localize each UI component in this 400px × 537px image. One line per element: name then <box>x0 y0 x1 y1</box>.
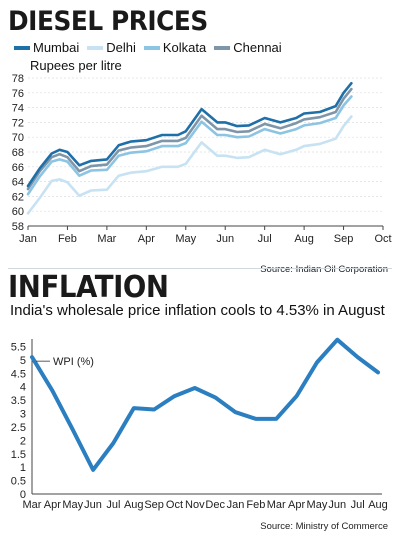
inflation-annotation-label: WPI (%) <box>53 356 94 368</box>
inflation-subtitle: India's wholesale price inflation cools … <box>10 302 385 319</box>
inflation-series-line-wpi <box>30 337 380 472</box>
diesel-xtick-label: Jan <box>19 233 37 245</box>
diesel-xtick-label: Feb <box>58 233 77 245</box>
diesel-ytick-label: 66 <box>12 162 24 174</box>
diesel-xtick-label: Oct <box>374 233 391 245</box>
inflation-xtick-label: Aug <box>124 499 144 511</box>
diesel-ytick-label: 76 <box>12 88 24 100</box>
legend-item-mumbai: Mumbai <box>14 40 79 55</box>
inflation-ytick-label: 4 <box>20 382 26 394</box>
inflation-xtick-label: Sep <box>144 499 164 511</box>
inflation-ytick-label: 2 <box>20 435 26 447</box>
inflation-xtick-label: Oct <box>166 499 183 511</box>
inflation-ytick-label: 4.5 <box>11 368 26 380</box>
diesel-ytick-label: 74 <box>12 103 24 115</box>
inflation-xtick-label: Jun <box>84 499 102 511</box>
inflation-ytick-label: 0.5 <box>11 476 26 488</box>
diesel-xtick-label: Sep <box>334 233 354 245</box>
inflation-xtick-label: Jul <box>351 499 365 511</box>
diesel-ytick-label: 62 <box>12 191 24 203</box>
legend-swatch-mumbai <box>14 45 30 50</box>
diesel-ytick-label: 64 <box>12 177 24 189</box>
inflation-xtick-label: Apr <box>288 499 305 511</box>
legend-item-delhi: Delhi <box>87 40 136 55</box>
diesel-ytick-label: 60 <box>12 206 24 218</box>
inflation-ytick-label: 5 <box>20 355 26 367</box>
legend-label-kolkata: Kolkata <box>162 40 207 55</box>
diesel-xtick-label: Mar <box>97 233 116 245</box>
diesel-ytick-label: 58 <box>12 221 24 233</box>
diesel-plot <box>26 77 384 230</box>
diesel-xtick-label: May <box>175 233 196 245</box>
inflation-xtick-label: Feb <box>246 499 265 511</box>
inflation-plot: WPI (%) <box>30 337 382 495</box>
diesel-ytick-label: 78 <box>12 73 24 85</box>
inflation-source: Source: Ministry of Commerce <box>260 521 388 532</box>
diesel-chart-title: DIESEL PRICES <box>8 6 208 37</box>
diesel-ytick-label: 70 <box>12 132 24 144</box>
inflation-xtick-label: May <box>62 499 83 511</box>
diesel-xtick-label: Jul <box>258 233 272 245</box>
diesel-series-line-mumbai <box>26 81 353 188</box>
diesel-ytick-label: 72 <box>12 117 24 129</box>
legend-label-delhi: Delhi <box>106 40 136 55</box>
diesel-ytick-label: 68 <box>12 147 24 159</box>
diesel-xtick-label: Apr <box>138 233 155 245</box>
diesel-series-line-delhi <box>26 115 353 215</box>
diesel-series-line-kolkata <box>26 95 353 196</box>
diesel-xtick-label: Aug <box>294 233 314 245</box>
inflation-ytick-label: 2.5 <box>11 422 26 434</box>
diesel-unit-label: Rupees per litre <box>30 58 122 73</box>
inflation-chart-title: INFLATION <box>8 270 169 305</box>
diesel-legend: Mumbai Delhi Kolkata Chennai <box>14 40 282 55</box>
diesel-xtick-label: Jun <box>216 233 234 245</box>
legend-swatch-kolkata <box>143 45 160 50</box>
inflation-xtick-label: Dec <box>205 499 225 511</box>
legend-label-chennai: Chennai <box>233 40 282 55</box>
legend-swatch-delhi <box>87 45 104 50</box>
diesel-series-line-chennai <box>26 87 353 191</box>
diesel-source: Source: Indian Oil Corporation <box>260 264 388 275</box>
inflation-xtick-label: Jan <box>227 499 245 511</box>
inflation-ytick-label: 1 <box>20 462 26 474</box>
inflation-ytick-label: 5.5 <box>11 341 26 353</box>
inflation-xtick-label: May <box>307 499 328 511</box>
inflation-xtick-label: Aug <box>368 499 388 511</box>
section-divider <box>8 268 392 269</box>
inflation-xtick-label: Mar <box>23 499 42 511</box>
inflation-xtick-label: Nov <box>185 499 205 511</box>
legend-swatch-chennai <box>214 45 231 50</box>
inflation-xtick-label: Jun <box>328 499 346 511</box>
legend-label-mumbai: Mumbai <box>33 40 80 55</box>
inflation-ytick-label: 0 <box>20 489 26 501</box>
inflation-ytick-label: 3 <box>20 409 26 421</box>
inflation-ytick-label: 3.5 <box>11 395 26 407</box>
inflation-xtick-label: Mar <box>267 499 286 511</box>
legend-item-chennai: Chennai <box>214 40 282 55</box>
inflation-xtick-label: Jul <box>106 499 120 511</box>
legend-item-kolkata: Kolkata <box>143 40 207 55</box>
inflation-ytick-label: 1.5 <box>11 449 26 461</box>
inflation-xtick-label: Apr <box>44 499 61 511</box>
